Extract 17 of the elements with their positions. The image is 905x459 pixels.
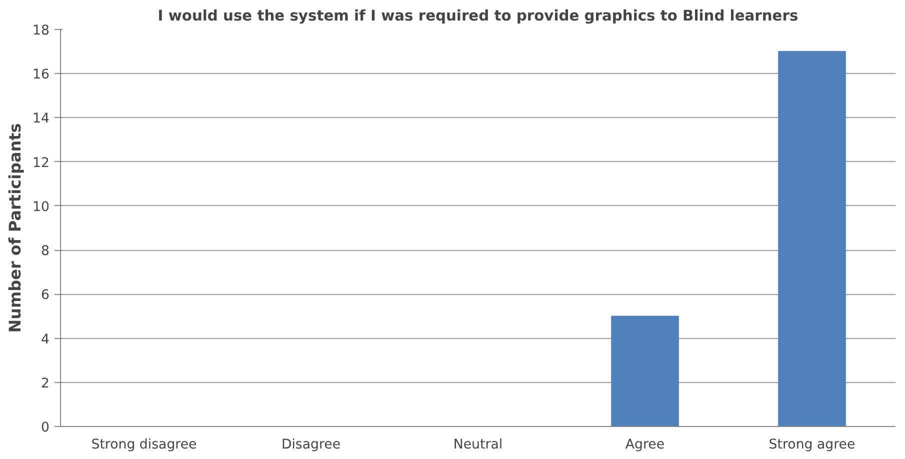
y-tick-label: 4	[41, 332, 50, 348]
x-tick-label: Strong agree	[768, 438, 856, 452]
y-tick-label: 8	[41, 244, 50, 260]
x-tick-label: Strong disagree	[91, 438, 197, 452]
x-tick-label: Disagree	[281, 438, 341, 452]
y-tick-label: 16	[32, 68, 50, 83]
y-tick-label: 6	[41, 288, 50, 304]
y-tick-label: 10	[32, 200, 50, 215]
y-tick-label: 12	[32, 156, 50, 171]
y-tick-label: 14	[32, 112, 50, 127]
chart-title: I would use the system if I was required to provide graphics to Blind learners	[158, 8, 798, 24]
y-tick-label: 2	[41, 376, 50, 392]
x-tick-label: Neutral	[453, 438, 503, 452]
x-tick-label: Agree	[625, 438, 665, 452]
y-axis-title: Number of Participants	[6, 123, 25, 333]
y-tick-label: 0	[41, 420, 50, 436]
y-tick-label: 18	[32, 24, 50, 38]
